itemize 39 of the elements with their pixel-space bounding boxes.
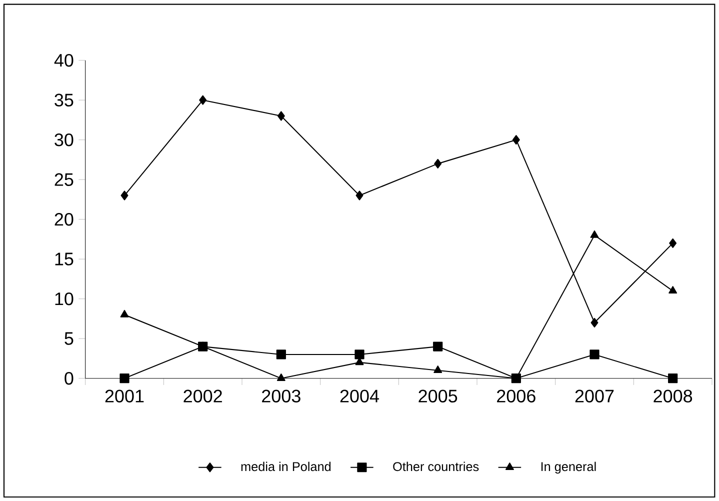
x-tick-label: 2004 xyxy=(340,390,379,402)
point xyxy=(433,342,443,352)
point xyxy=(356,190,364,200)
point xyxy=(120,190,128,200)
y-tick-label: 30 xyxy=(54,133,74,146)
legend-label: In general xyxy=(541,462,596,474)
point xyxy=(590,318,598,328)
point xyxy=(120,310,129,318)
legend-label: Other countries xyxy=(393,462,479,472)
y-tick-label: 15 xyxy=(55,252,74,266)
x-tick-label: 2003 xyxy=(262,390,300,402)
y-tick-label: 35 xyxy=(54,94,74,106)
y-tick-label: 5 xyxy=(64,332,74,345)
y-tick-label: 10 xyxy=(55,292,74,306)
point xyxy=(276,374,286,382)
point xyxy=(434,366,442,374)
x-tick-label: 2005 xyxy=(418,390,458,402)
y-tick-label: 0 xyxy=(64,372,74,385)
y-tick-label: 20 xyxy=(54,212,74,226)
x-tick-label: 2001 xyxy=(105,390,144,402)
point xyxy=(276,350,286,360)
x-tick-label: 2008 xyxy=(654,390,692,402)
point xyxy=(354,350,364,360)
point xyxy=(590,350,600,360)
point xyxy=(668,286,678,294)
point xyxy=(590,230,599,238)
x-tick-label: 2002 xyxy=(184,390,222,402)
point xyxy=(669,238,677,248)
point xyxy=(277,111,285,121)
point xyxy=(512,135,520,145)
point xyxy=(434,158,442,168)
point xyxy=(668,374,678,384)
y-tick-label: 40 xyxy=(54,54,74,67)
y-tick-label: 25 xyxy=(54,173,74,186)
point xyxy=(199,95,207,105)
x-tick-label: 2006 xyxy=(497,390,536,402)
x-tick-label: 2007 xyxy=(575,390,614,402)
point xyxy=(120,374,130,384)
legend-label: media in Poland xyxy=(241,462,331,472)
